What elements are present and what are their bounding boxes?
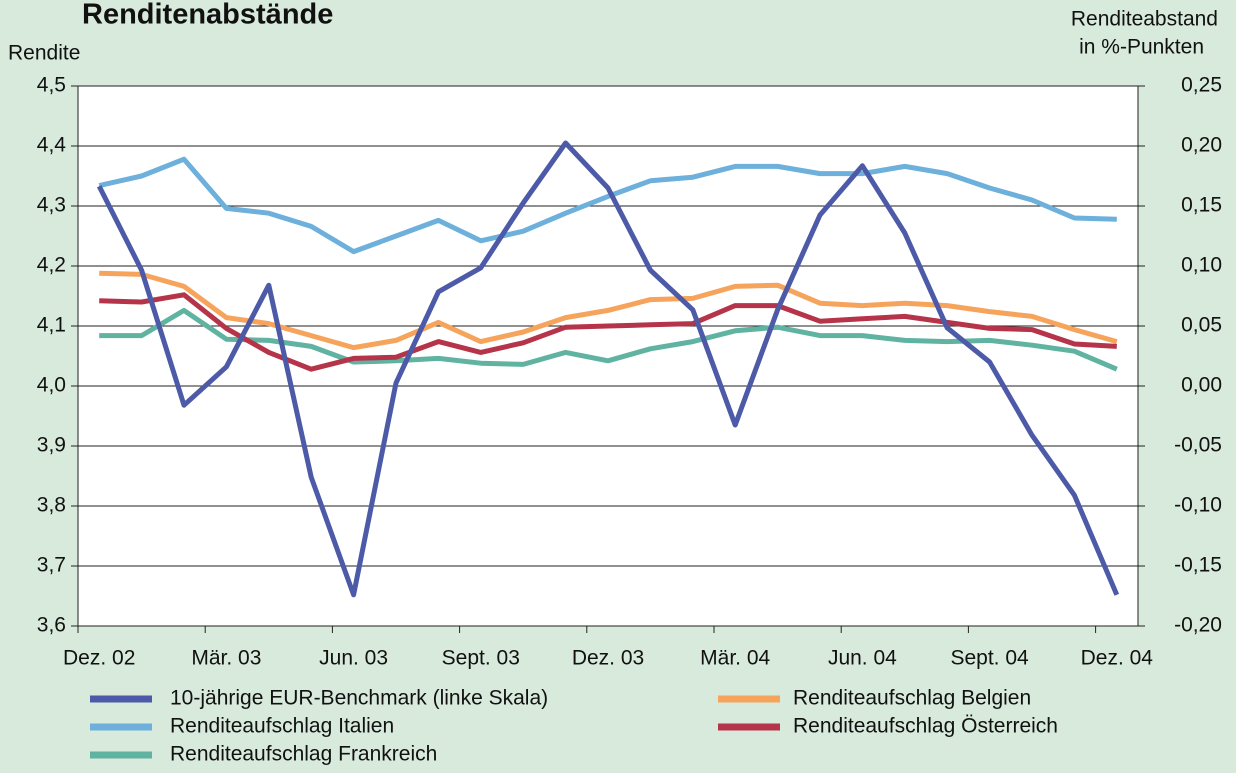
y-tick-label: 3,7 (37, 554, 66, 577)
y2-tick-label: -0,15 (1174, 554, 1222, 577)
x-tick-label: Mär. 03 (191, 647, 261, 670)
x-tick-label: Mär. 04 (700, 647, 770, 670)
y2-tick-label: 0,05 (1181, 314, 1222, 337)
y-axis-label: Rendite (8, 42, 80, 65)
y2-tick-label: 0,15 (1181, 194, 1222, 217)
legend-label: Renditeaufschlag Belgien (793, 687, 1031, 710)
series-line (96, 140, 1120, 598)
x-tick-label: Sept. 04 (950, 647, 1029, 670)
chart-title: Renditenabstände (82, 0, 333, 31)
y-tick-label: 4,0 (37, 374, 66, 397)
y-tick-label: 3,8 (37, 494, 66, 517)
y-tick-label: 4,2 (37, 254, 66, 277)
x-tick-label: Jun. 03 (319, 647, 388, 670)
series-line (99, 270, 1118, 351)
legend-label: Renditeaufschlag Österreich (793, 715, 1058, 738)
legend-label: 10-jährige EUR-Benchmark (linke Skala) (170, 687, 548, 710)
y2-tick-label: -0,20 (1174, 614, 1222, 637)
x-tick-label: Sept. 03 (442, 647, 520, 670)
y-tick-label: 3,9 (37, 434, 66, 457)
y-tick-label: 4,3 (37, 194, 66, 217)
y2-tick-label: -0,10 (1174, 494, 1222, 517)
series-line (98, 156, 1117, 255)
y2-tick-label: -0,05 (1174, 434, 1222, 457)
y2-tick-label: 0,00 (1181, 374, 1222, 397)
series-line (99, 307, 1118, 372)
y-tick-label: 4,1 (37, 314, 66, 337)
y2-tick-label: 0,20 (1181, 134, 1222, 157)
x-tick-label: Dez. 03 (572, 647, 644, 670)
y-tick-label: 4,4 (37, 134, 67, 157)
legend-label: Renditeaufschlag Frankreich (170, 743, 437, 766)
x-tick-label: Jun. 04 (828, 647, 897, 670)
x-tick-label: Dez. 02 (63, 647, 135, 670)
y2-tick-label: 0,10 (1181, 254, 1222, 277)
y-tick-label: 4,5 (37, 74, 66, 97)
x-tick-label: Dez. 04 (1081, 647, 1154, 670)
y-tick-label: 3,6 (37, 614, 66, 637)
y2-tick-label: 0,25 (1181, 74, 1222, 97)
y2-axis-label: Renditeabstand (1071, 8, 1218, 31)
legend-label: Renditeaufschlag Italien (170, 715, 394, 738)
y2-axis-label: in %-Punkten (1079, 36, 1204, 59)
